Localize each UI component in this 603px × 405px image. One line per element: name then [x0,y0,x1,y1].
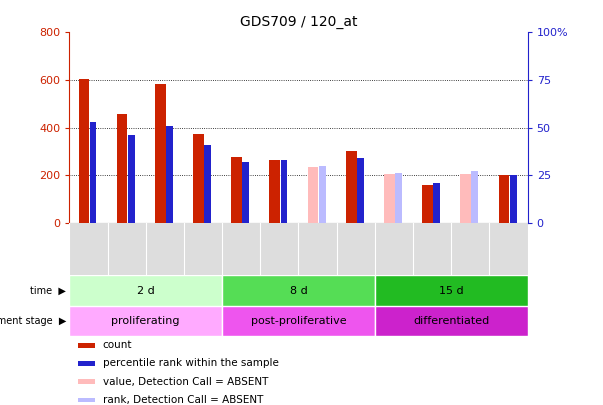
Bar [510,175,517,223]
Bar [357,158,364,223]
Text: count: count [103,340,132,350]
Text: proliferating: proliferating [112,316,180,326]
Bar [434,183,440,223]
Bar [78,343,95,347]
Bar [90,122,96,223]
Bar [499,175,510,223]
Text: differentiated: differentiated [413,316,490,326]
Bar [461,174,471,223]
Bar [242,162,249,223]
Bar [78,361,95,366]
Bar [69,306,222,336]
Text: value, Detection Call = ABSENT: value, Detection Call = ABSENT [103,377,268,387]
Bar [232,157,242,223]
Text: percentile rank within the sample: percentile rank within the sample [103,358,279,369]
Bar [155,83,166,223]
Text: 15 d: 15 d [439,286,464,296]
Text: time  ▶: time ▶ [31,286,66,296]
Bar [222,275,375,306]
Text: 2 d: 2 d [137,286,154,296]
Bar [384,174,395,223]
Bar [308,167,318,223]
Text: rank, Detection Call = ABSENT: rank, Detection Call = ABSENT [103,395,263,405]
Bar [204,145,211,223]
Bar [346,151,356,223]
Bar [166,126,173,223]
Bar [78,379,95,384]
Bar [319,166,326,223]
Bar [222,306,375,336]
Text: development stage  ▶: development stage ▶ [0,316,66,326]
Bar [78,398,95,402]
Bar [375,275,528,306]
Bar [78,79,89,223]
Bar [472,171,478,223]
Bar [128,135,134,223]
Bar [193,134,204,223]
Bar [117,115,127,223]
Bar [395,173,402,223]
Title: GDS709 / 120_at: GDS709 / 120_at [240,15,357,29]
Text: 8 d: 8 d [289,286,308,296]
Bar [69,275,222,306]
Text: post-proliferative: post-proliferative [251,316,346,326]
Bar [280,160,288,223]
Bar [375,306,528,336]
Bar [270,160,280,223]
Bar [422,185,433,223]
